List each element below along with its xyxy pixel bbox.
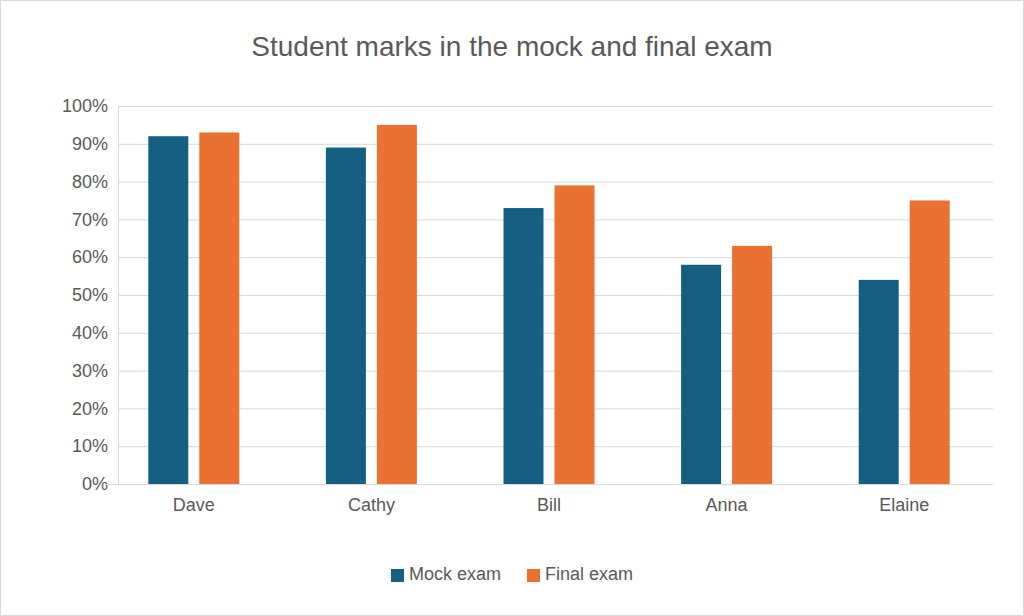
x-tick-label: Elaine (879, 495, 929, 515)
bar (681, 265, 721, 484)
x-tick: Dave (173, 484, 215, 515)
y-tick-label: 70% (72, 210, 108, 230)
x-axis-line (106, 484, 994, 485)
x-tick-label: Dave (173, 495, 215, 515)
y-tick-label: 30% (72, 361, 108, 381)
y-tick-label: 80% (72, 172, 108, 192)
legend-item: Mock exam (391, 564, 501, 584)
y-tick-label: 100% (62, 96, 108, 116)
y-tick-label: 0% (82, 474, 108, 494)
y-tick-label: 20% (72, 399, 108, 419)
bar (326, 148, 366, 484)
chart: Student marks in the mock and final exam… (0, 0, 1024, 616)
y-tick-label: 40% (72, 323, 108, 343)
legend: Mock exam Final exam (391, 564, 633, 584)
bar (504, 208, 544, 484)
y-tick-label: 10% (72, 436, 108, 456)
legend-item: Final exam (527, 564, 633, 584)
legend-label: Mock exam (409, 564, 501, 584)
y-tick-label: 90% (72, 134, 108, 154)
bar (555, 185, 595, 484)
bar (199, 132, 239, 484)
bar (859, 280, 899, 484)
grid-line (118, 106, 993, 107)
x-tick-label: Bill (537, 495, 561, 515)
y-tick-label: 50% (72, 285, 108, 305)
y-tick: 100% (62, 96, 993, 116)
x-axis: Dave Cathy Bill Anna Elaine (106, 484, 994, 515)
legend-label: Final exam (545, 564, 633, 584)
legend-swatch (527, 569, 540, 582)
x-tick: Bill (537, 484, 561, 515)
title: Student marks in the mock and final exam (251, 31, 772, 62)
x-tick: Cathy (348, 484, 395, 515)
bar (910, 201, 950, 485)
x-tick-label: Anna (706, 495, 749, 515)
bars (148, 125, 949, 484)
grid-line (118, 182, 993, 183)
x-tick: Elaine (879, 484, 929, 515)
bar (148, 136, 188, 484)
legend-swatch (391, 569, 404, 582)
bar (732, 246, 772, 484)
y-tick-label: 60% (72, 247, 108, 267)
bar (377, 125, 417, 484)
x-tick: Anna (706, 484, 749, 515)
chart-border (1, 1, 1024, 616)
x-tick-label: Cathy (348, 495, 395, 515)
grid-line (118, 144, 993, 145)
y-axis: 0% 10% 20% 30% 40% 50% 60% 70% 80% 90% 100% (62, 96, 993, 494)
